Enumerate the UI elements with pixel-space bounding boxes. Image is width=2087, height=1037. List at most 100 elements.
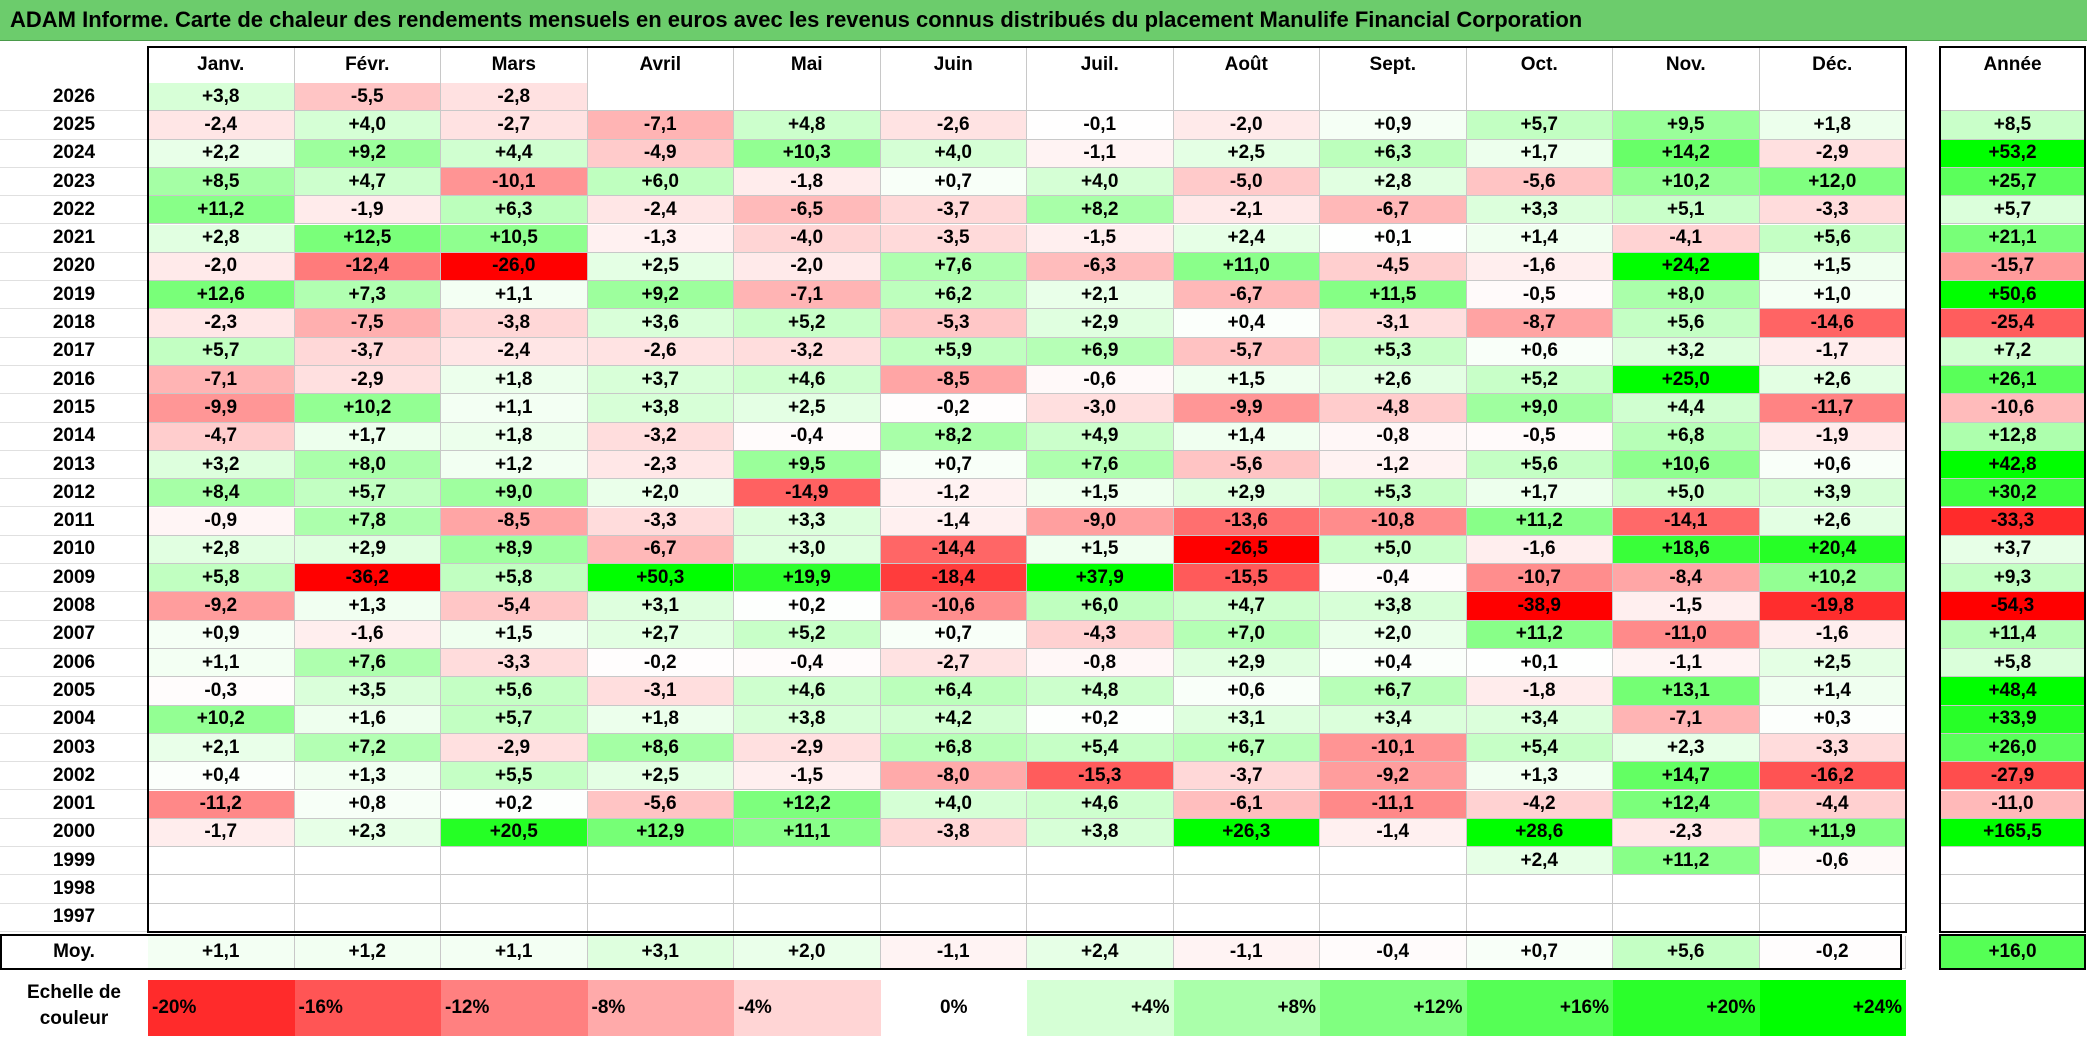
scale-swatch: -4% [734, 980, 881, 1036]
heatmap-cell: +0,7 [880, 167, 1027, 197]
year-label: 2012 [0, 479, 148, 508]
heatmap-cell: +3,1 [587, 592, 734, 621]
heatmap-cell: +1,4 [1759, 677, 1906, 706]
year-label: 2003 [0, 733, 148, 763]
scale-swatch: +4% [1027, 980, 1174, 1036]
heatmap-cell: +28,6 [1466, 818, 1613, 848]
heatmap-cell: +0,8 [294, 790, 441, 819]
heatmap-cell: +1,2 [441, 450, 588, 480]
heatmap-cell: -38,9 [1466, 592, 1613, 621]
heatmap-cell: +26,3 [1173, 818, 1320, 848]
heatmap-cell: -11,1 [1320, 790, 1467, 819]
heatmap-cell: -6,7 [1173, 281, 1320, 310]
heatmap-cell: -4,5 [1320, 252, 1467, 282]
heatmap-cell: +2,0 [1320, 620, 1467, 649]
heatmap-cell: +8,5 [148, 167, 295, 197]
heatmap-cell: +8,2 [880, 422, 1027, 451]
heatmap-cell: -6,7 [587, 535, 734, 565]
heatmap-cell [587, 83, 734, 112]
heatmap-cell: -3,0 [1027, 394, 1174, 423]
average-label: Moy. [0, 936, 148, 969]
annual-cell: +33,9 [1940, 705, 2086, 734]
heatmap-cell: -2,0 [148, 252, 295, 282]
heatmap-cell: -4,8 [1320, 394, 1467, 423]
heatmap-cell: -1,3 [587, 224, 734, 253]
heatmap-cell: -6,7 [1320, 196, 1467, 225]
heatmap-cell: +20,5 [441, 818, 588, 848]
year-label: 2009 [0, 564, 148, 593]
heatmap-cell: +0,3 [1759, 705, 1906, 734]
heatmap-cell: +4,0 [880, 139, 1027, 168]
heatmap-cell: -15,5 [1173, 564, 1320, 593]
heatmap-cell: -1,6 [1466, 252, 1613, 282]
heatmap-cell: -3,5 [880, 224, 1027, 253]
heatmap-cell: +8,6 [587, 733, 734, 763]
heatmap-cell: -10,8 [1320, 507, 1467, 536]
heatmap-cell: +2,0 [587, 479, 734, 508]
heatmap-cell: -26,5 [1173, 535, 1320, 565]
heatmap-cell: -1,4 [880, 507, 1027, 536]
scale-swatch: -16% [294, 980, 441, 1036]
heatmap-cell [1466, 875, 1613, 904]
heatmap-cell: +8,0 [294, 450, 441, 480]
annual-cell [1940, 847, 2086, 876]
heatmap-cell: +2,8 [148, 224, 295, 253]
annual-cell: -10,6 [1940, 394, 2086, 423]
heatmap-cell: +4,8 [734, 111, 881, 140]
heatmap-cell: +0,6 [1173, 677, 1320, 706]
heatmap-cell [1027, 847, 1174, 876]
heatmap-cell: +11,0 [1173, 252, 1320, 282]
heatmap-cell: +2,3 [294, 818, 441, 848]
heatmap-cell: +11,2 [1466, 507, 1613, 536]
heatmap-cell: -3,7 [294, 337, 441, 366]
annual-cell: +50,6 [1940, 281, 2086, 310]
heatmap-cell: -3,1 [587, 677, 734, 706]
heatmap-cell [1027, 875, 1174, 904]
scale-swatch: +16% [1466, 980, 1613, 1036]
annual-cell: +9,3 [1940, 564, 2086, 593]
heatmap-cell: +6,3 [441, 196, 588, 225]
heatmap-cell: +3,1 [1173, 705, 1320, 734]
heatmap-cell: +2,4 [1466, 847, 1613, 876]
heatmap-cell: -10,1 [1320, 733, 1467, 763]
heatmap-cell: -9,9 [1173, 394, 1320, 423]
heatmap-cell: +7,0 [1173, 620, 1320, 649]
scale-swatch: +24% [1759, 980, 1906, 1036]
heatmap-cell: -3,3 [1759, 196, 1906, 225]
year-label: 2010 [0, 535, 148, 565]
heatmap-cell: +5,8 [441, 564, 588, 593]
month-header: Juil. [1027, 46, 1174, 83]
heatmap-cell: -4,2 [1466, 790, 1613, 819]
heatmap-cell: -0,4 [1320, 564, 1467, 593]
heatmap-cell [1759, 875, 1906, 904]
year-label: 2008 [0, 592, 148, 621]
heatmap-cell: +6,9 [1027, 337, 1174, 366]
heatmap-cell: +1,7 [294, 422, 441, 451]
heatmap-cell: +18,6 [1613, 535, 1760, 565]
heatmap-cell: +4,6 [734, 366, 881, 395]
heatmap-cell: -1,5 [1027, 224, 1174, 253]
year-label: 2021 [0, 224, 148, 253]
heatmap-cell: -14,6 [1759, 309, 1906, 338]
heatmap-cell: +0,9 [148, 620, 295, 649]
heatmap-cell: +8,0 [1613, 281, 1760, 310]
heatmap-cell: +2,5 [1759, 649, 1906, 678]
heatmap-cell: -0,3 [148, 677, 295, 706]
heatmap-cell: +2,5 [587, 252, 734, 282]
heatmap-cell: -14,1 [1613, 507, 1760, 536]
heatmap-cell: +4,4 [1613, 394, 1760, 423]
heatmap-cell: -9,2 [1320, 762, 1467, 791]
year-label: 2000 [0, 818, 148, 848]
heatmap-cell: -1,2 [880, 479, 1027, 508]
heatmap-cell [880, 847, 1027, 876]
heatmap-cell: +10,6 [1613, 450, 1760, 480]
heatmap-cell: +3,9 [1759, 479, 1906, 508]
annual-cell: +3,7 [1940, 535, 2086, 565]
month-header: Déc. [1759, 46, 1906, 83]
heatmap-cell: +9,5 [1613, 111, 1760, 140]
average-cell: +3,1 [587, 936, 734, 969]
month-header: Août [1173, 46, 1320, 83]
heatmap-cell: +3,4 [1466, 705, 1613, 734]
heatmap-cell: -6,5 [734, 196, 881, 225]
annual-cell [1940, 903, 2086, 932]
